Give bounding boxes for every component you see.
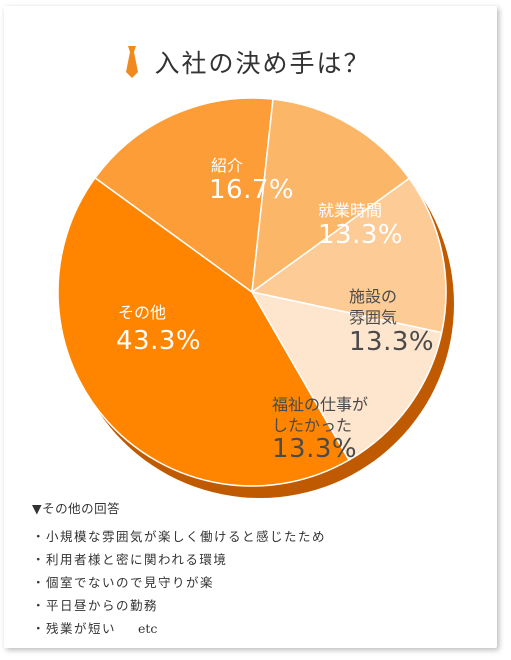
pie-slices: [57, 97, 447, 487]
list-item: ・平日昼からの勤務: [32, 598, 159, 613]
list-item: ・利用者様と密に関われる環境: [32, 552, 228, 567]
list-item: ・小規模な雰囲気が楽しく働けると感じたため: [32, 529, 327, 544]
slice-name-shisetsu-line2: 雰囲気: [349, 308, 397, 327]
slice-name-fukushi-line1: 福祉の仕事が: [272, 395, 368, 414]
title-row: 入社の決め手は？: [0, 40, 493, 84]
pie-slice-1: [57, 177, 350, 487]
etc-text: etc: [138, 621, 158, 636]
slice-value-sono: 43.3%: [116, 326, 201, 356]
chart-title: 入社の決め手は？: [154, 49, 371, 78]
list-item: ・個室でないので見守りが楽: [32, 575, 215, 590]
necktie-icon: [126, 46, 139, 78]
slice-labels: その他 43.3% 紹介 16.7% 就業時間 13.3% 施設の 雰囲気 13…: [116, 156, 434, 464]
other-answers-list: ・小規模な雰囲気が楽しく働けると感じたため ・利用者様と密に関われる環境 ・個室…: [32, 525, 472, 640]
slice-value-shisetsu: 13.3%: [349, 327, 434, 357]
pie-slice-4: [251, 177, 447, 334]
other-answers: ▼その他の回答 ・小規模な雰囲気が楽しく働けると感じたため ・利用者様と密に関わ…: [32, 497, 472, 640]
slice-name-sono: その他: [118, 303, 166, 322]
list-item: ・残業が短い etc: [32, 617, 472, 640]
list-item-text: ・残業が短い: [32, 621, 117, 636]
slice-value-shokai: 16.7%: [209, 175, 294, 205]
other-answers-heading: ▼その他の回答: [32, 501, 121, 516]
pie-slice-3: [251, 98, 410, 293]
pie-slice-2: [94, 97, 274, 293]
pie-slice-5: [251, 291, 443, 461]
slice-name-shugyo: 就業時間: [318, 201, 382, 220]
slice-name-shisetsu-line1: 施設の: [349, 287, 397, 306]
slice-name-fukushi-line2: したかった: [272, 416, 352, 435]
slice-value-shugyo: 13.3%: [318, 220, 403, 250]
slice-value-fukushi: 13.3%: [272, 434, 357, 464]
slice-name-shokai: 紹介: [211, 156, 243, 175]
